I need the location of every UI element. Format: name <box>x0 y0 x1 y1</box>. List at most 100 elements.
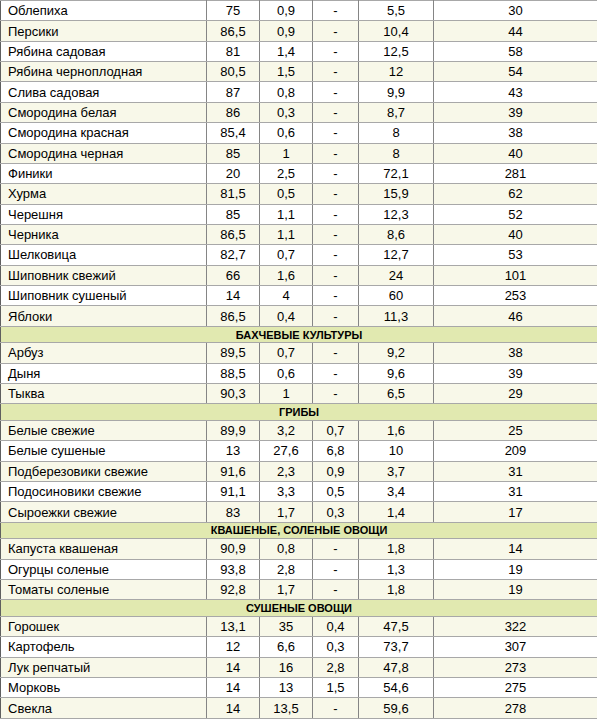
product-name-cell: Капуста квашеная <box>1 539 207 559</box>
value-cell: 80,5 <box>207 62 260 82</box>
table-row: Смородина красная85,40,6-838 <box>1 123 598 143</box>
table-row: Слива садовая870,8-9,943 <box>1 82 598 102</box>
product-name-cell: Слива садовая <box>1 82 207 102</box>
value-cell: - <box>313 102 359 122</box>
value-cell: 58 <box>434 41 598 61</box>
table-row: Свекла1413,5-59,6278 <box>1 698 598 719</box>
product-name-cell: Шиповник сушеный <box>1 286 207 306</box>
value-cell: 46 <box>434 306 598 326</box>
value-cell: - <box>313 559 359 579</box>
value-cell: - <box>313 579 359 599</box>
product-name-cell: Морковь <box>1 677 207 697</box>
value-cell: 16 <box>260 657 313 677</box>
table-row: Тыква90,31-6,529 <box>1 384 598 404</box>
value-cell: 89,9 <box>207 420 260 440</box>
table-row: Картофель126,60,373,7307 <box>1 637 598 657</box>
value-cell: 12,7 <box>359 245 434 265</box>
table-row: Лук репчатый14162,847,8273 <box>1 657 598 677</box>
table-row: Морковь14131,554,6275 <box>1 677 598 697</box>
section-header-row: ГРИБЫ <box>1 404 598 421</box>
value-cell: 1,1 <box>260 204 313 224</box>
value-cell: - <box>313 204 359 224</box>
value-cell: 91,1 <box>207 482 260 502</box>
value-cell: 82,7 <box>207 245 260 265</box>
value-cell: 43 <box>434 82 598 102</box>
product-name-cell: Персики <box>1 21 207 41</box>
value-cell: 0,6 <box>260 363 313 383</box>
value-cell: 1,7 <box>260 502 313 522</box>
value-cell: 0,7 <box>313 420 359 440</box>
value-cell: 35 <box>260 616 313 636</box>
section-header-label: СУШЕНЫЕ ОВОЩИ <box>1 600 598 617</box>
value-cell: 62 <box>434 184 598 204</box>
value-cell: 29 <box>434 384 598 404</box>
value-cell: 1,6 <box>260 265 313 285</box>
table-row: Черешня851,1-12,352 <box>1 204 598 224</box>
value-cell: 281 <box>434 163 598 183</box>
value-cell: 0,8 <box>260 539 313 559</box>
value-cell: 13 <box>260 677 313 697</box>
value-cell: 90,3 <box>207 384 260 404</box>
value-cell: 3,2 <box>260 420 313 440</box>
value-cell: 86,5 <box>207 21 260 41</box>
value-cell: 25 <box>434 420 598 440</box>
value-cell: 209 <box>434 441 598 461</box>
value-cell: 273 <box>434 657 598 677</box>
value-cell: 12 <box>359 62 434 82</box>
table-row: Рябина садовая811,4-12,558 <box>1 41 598 61</box>
product-name-cell: Шиповник свежий <box>1 265 207 285</box>
value-cell: 14 <box>207 657 260 677</box>
product-name-cell: Яблоки <box>1 306 207 326</box>
table-row: Финики202,5-72,1281 <box>1 163 598 183</box>
value-cell: - <box>313 21 359 41</box>
value-cell: 1,5 <box>313 677 359 697</box>
product-name-cell: Арбуз <box>1 343 207 363</box>
product-name-cell: Огурцы соленые <box>1 559 207 579</box>
section-header-row: БАХЧЕВЫЕ КУЛЬТУРЫ <box>1 326 598 343</box>
product-name-cell: Лук репчатый <box>1 657 207 677</box>
value-cell: 30 <box>434 1 598 21</box>
value-cell: 15,9 <box>359 184 434 204</box>
value-cell: 54,6 <box>359 677 434 697</box>
product-name-cell: Тыква <box>1 384 207 404</box>
value-cell: - <box>313 306 359 326</box>
product-name-cell: Смородина белая <box>1 102 207 122</box>
table-row: Подосиновики свежие91,13,30,53,431 <box>1 482 598 502</box>
table-row: Шелковица82,70,7-12,753 <box>1 245 598 265</box>
value-cell: 92,8 <box>207 579 260 599</box>
value-cell: 24 <box>359 265 434 285</box>
value-cell: 38 <box>434 123 598 143</box>
product-name-cell: Облепиха <box>1 1 207 21</box>
value-cell: 90,9 <box>207 539 260 559</box>
value-cell: 1,6 <box>359 420 434 440</box>
value-cell: 1,3 <box>359 559 434 579</box>
value-cell: 19 <box>434 559 598 579</box>
value-cell: 0,8 <box>260 82 313 102</box>
product-name-cell: Подосиновики свежие <box>1 482 207 502</box>
value-cell: - <box>313 184 359 204</box>
product-name-cell: Финики <box>1 163 207 183</box>
value-cell: 8,7 <box>359 102 434 122</box>
value-cell: 52 <box>434 204 598 224</box>
table-row: Черника86,51,1-8,640 <box>1 224 598 244</box>
table-row: Белые свежие89,93,20,71,625 <box>1 420 598 440</box>
value-cell: - <box>313 539 359 559</box>
value-cell: 2,8 <box>260 559 313 579</box>
value-cell: 5,5 <box>359 1 434 21</box>
product-name-cell: Томаты соленые <box>1 579 207 599</box>
value-cell: 89,5 <box>207 343 260 363</box>
value-cell: 0,7 <box>260 343 313 363</box>
value-cell: 0,4 <box>313 616 359 636</box>
product-name-cell: Смородина черная <box>1 143 207 163</box>
value-cell: 81 <box>207 41 260 61</box>
product-name-cell: Белые сушеные <box>1 441 207 461</box>
value-cell: - <box>313 245 359 265</box>
value-cell: 17 <box>434 502 598 522</box>
value-cell: 0,3 <box>313 637 359 657</box>
value-cell: 322 <box>434 616 598 636</box>
value-cell: 47,8 <box>359 657 434 677</box>
value-cell: 27,6 <box>260 441 313 461</box>
value-cell: 0,9 <box>260 1 313 21</box>
nutrition-table: Облепиха750,9-5,530Персики86,50,9-10,444… <box>0 0 597 719</box>
product-name-cell: Сыроежки свежие <box>1 502 207 522</box>
